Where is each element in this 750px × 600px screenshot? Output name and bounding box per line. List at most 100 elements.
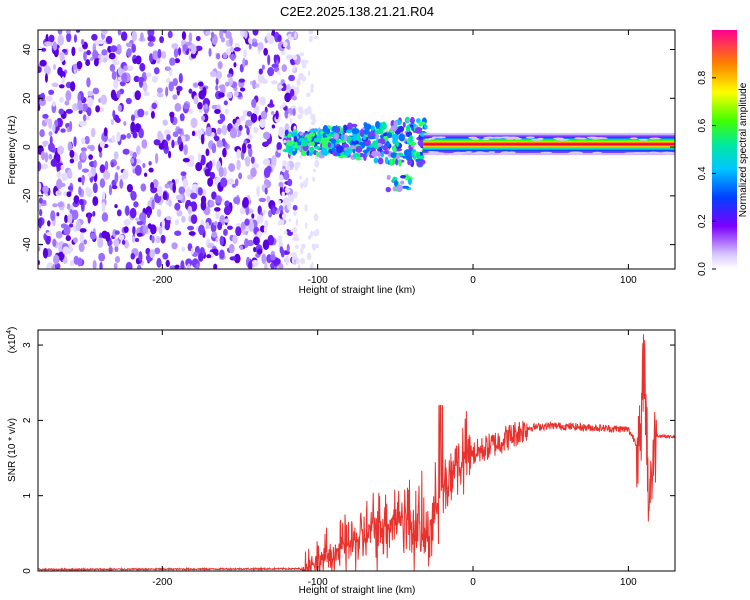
spectrogram-noise-cell xyxy=(67,213,73,224)
spectrogram-band-wisp xyxy=(435,136,447,139)
spectrogram-fringe-cell xyxy=(283,139,287,144)
spectrogram-noise-cell xyxy=(57,30,63,35)
spectrogram-noise-cell xyxy=(101,230,109,239)
snr-scale-base: (x10 xyxy=(7,333,18,353)
spectrogram-noise-cell xyxy=(254,105,260,115)
spectrogram-fringe-cell xyxy=(299,182,304,189)
spectrogram-fringe-cell xyxy=(297,114,303,120)
spectrogram-noise-cell xyxy=(80,150,87,161)
spectrogram-noise-cell xyxy=(172,183,177,194)
spectrogram-noise-cell xyxy=(250,113,258,123)
spectrogram-noise-cell xyxy=(143,172,148,177)
spectrogram-signal-cell xyxy=(352,135,356,142)
spectrogram-noise-cell xyxy=(38,197,43,204)
spectrogram-noise-cell xyxy=(113,78,119,90)
spectrogram-noise-cell xyxy=(187,205,193,215)
spectrogram-signal-cell xyxy=(356,132,361,140)
spectrogram-noise-cell xyxy=(226,92,233,99)
spectrogram-fringe-cell xyxy=(278,174,284,181)
spectrogram-noise-cell xyxy=(41,163,49,170)
spectrogram-noise-cell xyxy=(239,207,246,215)
spectrogram-noise-cell xyxy=(220,84,226,95)
spectrogram-fringe-cell xyxy=(308,30,314,35)
spectrogram-noise-cell xyxy=(89,57,94,62)
spectrogram-noise-cell xyxy=(129,207,137,219)
spectrogram-noise-cell xyxy=(188,32,193,43)
spectrogram-noise-cell xyxy=(101,201,106,213)
spectrogram-fringe-cell xyxy=(299,155,303,159)
spectrogram-noise-cell xyxy=(101,30,108,35)
spectrogram-noise-cell xyxy=(111,71,117,80)
spectrogram-noise-cell xyxy=(161,50,167,60)
spectrogram-signal-cell xyxy=(310,147,314,152)
spectrogram-noise-cell xyxy=(287,178,293,187)
spectrogram-noise-cell xyxy=(211,143,217,154)
spectrogram-noise-cell xyxy=(138,127,144,139)
spectrogram-noise-cell xyxy=(205,30,211,36)
snr-ytick-label: 0 xyxy=(22,568,33,574)
spectrogram-signal-cell xyxy=(371,150,379,157)
spectrogram-signal-cell xyxy=(351,140,360,145)
spectrogram-noise-cell xyxy=(137,108,145,118)
spectrogram-noise-cell xyxy=(270,80,278,85)
snr-axes: -200 -100 0 100 0 1 2 3 xyxy=(22,330,675,588)
spectrogram-noise-cell xyxy=(64,100,70,106)
spectrogram-noise-cell xyxy=(232,234,238,244)
spectrogram-noise-cell xyxy=(242,197,249,208)
spectrogram-noise-cell xyxy=(133,75,140,83)
spectrogram-noise-cell xyxy=(138,76,144,88)
spectrogram-noise-cell xyxy=(256,185,260,197)
spectrogram-noise-cell xyxy=(190,44,197,55)
spectrogram-noise-cell xyxy=(123,218,131,226)
spectrogram-noise-cell xyxy=(67,185,73,191)
spectrogram-noise-cell xyxy=(44,152,49,163)
spectrogram-signal-cell xyxy=(340,134,345,141)
spectrogram-fringe-cell xyxy=(311,261,314,269)
spectrogram-noise-cell xyxy=(38,182,42,192)
spectrogram-noise-cell xyxy=(261,78,269,84)
spectrogram-signal-cell xyxy=(419,155,424,159)
spectrogram-noise-cell xyxy=(56,212,60,217)
spectrogram-noise-cell xyxy=(261,253,267,265)
spectrogram-fringe-cell xyxy=(282,202,287,206)
spectrogram-fringe-cell xyxy=(289,36,295,40)
spectrogram-noise-cell xyxy=(117,104,122,112)
spectrogram-noise-cell xyxy=(75,30,81,33)
spectrogram-noise-cell xyxy=(65,235,71,242)
snr-series-line xyxy=(38,334,675,571)
spectrogram-noise-cell xyxy=(91,33,98,41)
spectrogram-noise-cell xyxy=(231,183,237,188)
spectrogram-noise-cell xyxy=(217,221,223,231)
spectrogram-fringe-cell xyxy=(309,230,314,238)
spectrogram-signal-cell xyxy=(291,131,299,138)
spectrogram-noise-cell xyxy=(92,259,97,269)
spectrogram-noise-cell xyxy=(69,149,75,158)
spectrogram-noise-cell xyxy=(57,66,63,76)
spectrogram-noise-cell xyxy=(215,210,220,220)
spectrogram-fringe-cell xyxy=(282,160,287,167)
spectrogram-noise-cell xyxy=(142,82,148,92)
spectrogram-noise-cell xyxy=(61,172,68,181)
spectrogram-noise-cell xyxy=(47,220,51,227)
spectrogram-noise-cell xyxy=(59,96,64,103)
spectrogram-fringe-cell xyxy=(285,165,291,171)
spectrogram-noise-cell xyxy=(111,135,116,143)
spectrogram-signal-cell xyxy=(311,141,315,147)
spectrogram-noise-cell xyxy=(286,83,292,94)
spectrogram-noise-cell xyxy=(78,198,84,206)
spectrogram-signal-cell xyxy=(368,136,376,140)
spectrogram-noise-cell xyxy=(39,208,43,217)
spectrogram-noise-cell xyxy=(171,242,178,250)
spectrogram-fringe-cell xyxy=(278,85,284,89)
colorbar-tick-label: 0.2 xyxy=(697,214,708,228)
spectrogram-noise-cell xyxy=(42,200,47,205)
spectrogram-noise-cell xyxy=(130,190,137,201)
spectrogram-noise-cell xyxy=(42,185,49,194)
spectrogram-signal-cell xyxy=(370,125,375,131)
spectrogram-noise-cell xyxy=(38,66,42,74)
spectrogram-xtick-label: -100 xyxy=(308,275,328,286)
spectrogram-noise-cell xyxy=(262,158,271,166)
spectrogram-noise-cell xyxy=(250,167,257,178)
spectrogram-noise-cell xyxy=(76,257,83,267)
spectrogram-noise-cell xyxy=(156,257,162,268)
